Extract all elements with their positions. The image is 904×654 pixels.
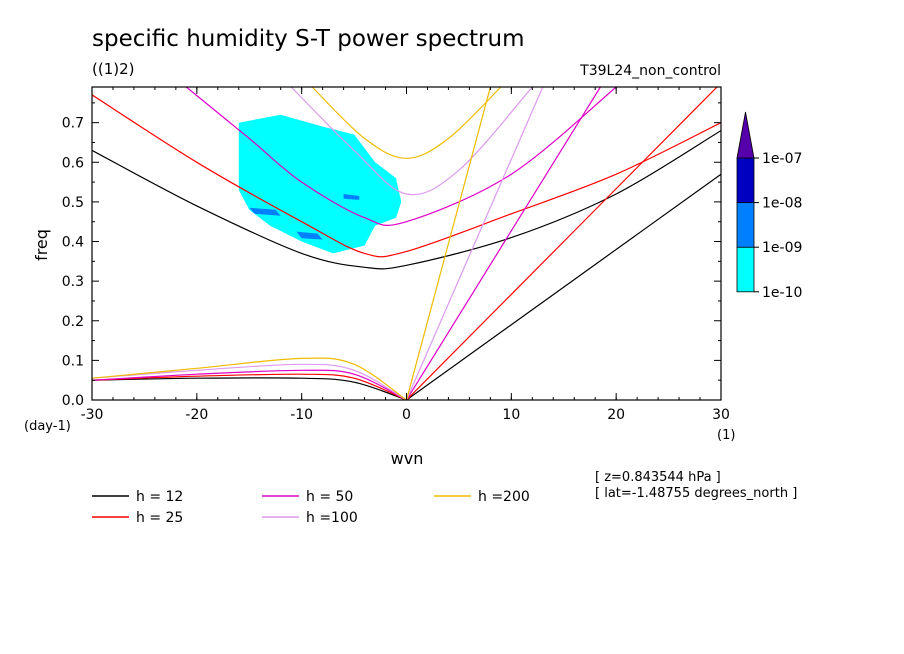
y-tick-label: 0.3 [62,274,84,290]
colorbar-label-3: 1e-07 [762,151,802,167]
x-tick-label: 0 [402,407,411,423]
curve-rossby-0 [92,377,407,400]
x-tick-label: 30 [712,407,730,423]
legend-label-0: h = 12 [136,489,183,505]
curve-rossby-2 [92,369,407,400]
curve-kelvin-4 [405,87,491,400]
colorbar-box-1 [736,202,755,248]
colorbar: 1e-10 1e-09 1e-08 1e-07 [736,111,802,301]
x-tick-label: -30 [81,407,104,423]
annotation-latitude: [ lat=-1.48755 degrees_north ] [595,486,797,501]
curve-kelvin-1 [406,87,718,400]
shaded-region-3 [343,194,360,200]
y-tick-label: 0.1 [62,353,84,369]
y-tick-label: 0.6 [62,155,84,171]
colorbar-box-0 [736,246,755,293]
y-tick-label: 0.0 [62,393,84,409]
shaded-regions [238,114,402,254]
x-tick-label: 20 [607,407,625,423]
legend-label-3: h =100 [306,510,358,526]
curve-kelvin-2 [405,87,601,400]
curve-ig-3 [290,87,533,196]
x-tick-label: 10 [502,407,520,423]
chart-title: specific humidity S-T power spectrum [92,26,524,52]
x-axis-label: wvn [391,449,424,468]
y-tick-label: 0.2 [62,314,84,330]
shaded-region-2 [296,231,323,240]
plot-frame [91,86,722,401]
curve-ig-1 [92,94,721,258]
colorbar-label-2: 1e-08 [762,196,802,212]
legend: h = 12 h = 25 h = 50 h =100 h =200 [92,489,530,526]
y-tick-label: 0.4 [62,235,84,251]
x-tick-label: -20 [185,407,208,423]
curve-kelvin-3 [405,87,544,400]
x-axis-unit: (1) [717,428,735,443]
y-axis-unit: (day-1) [24,419,71,434]
shaded-region-0 [238,114,402,254]
shaded-region-1 [249,207,281,216]
colorbar-box-2 [736,157,755,203]
legend-label-2: h = 50 [306,489,353,505]
curve-ig-4 [311,87,502,159]
curve-ig-0 [92,130,721,270]
curve-rossby-1 [92,373,407,400]
legend-label-1: h = 25 [136,510,183,526]
chart-subtitle: ((1)2) [92,60,135,78]
curve-ig-2 [185,87,617,227]
dispersion-curves [92,87,721,400]
y-tick-label: 0.7 [62,116,84,132]
colorbar-arrow [736,111,755,159]
colorbar-label-1: 1e-09 [762,240,802,256]
y-axis-label: freq [32,229,51,261]
x-tick-label: -10 [290,407,313,423]
curve-rossby-3 [92,363,407,400]
y-tick-label: 0.5 [62,195,84,211]
annotation-level: [ z=0.843544 hPa ] [595,470,721,485]
curve-kelvin-0 [406,173,721,400]
legend-label-4: h =200 [478,489,530,505]
axes: -30 -20 -10 0 10 20 30 0.0 0.1 0.2 0.3 0.4 0.5 0.6 0.7 [62,87,730,423]
curve-rossby-4 [92,357,407,400]
colorbar-label-0: 1e-10 [762,285,802,301]
run-label: T39L24_non_control [579,63,721,79]
